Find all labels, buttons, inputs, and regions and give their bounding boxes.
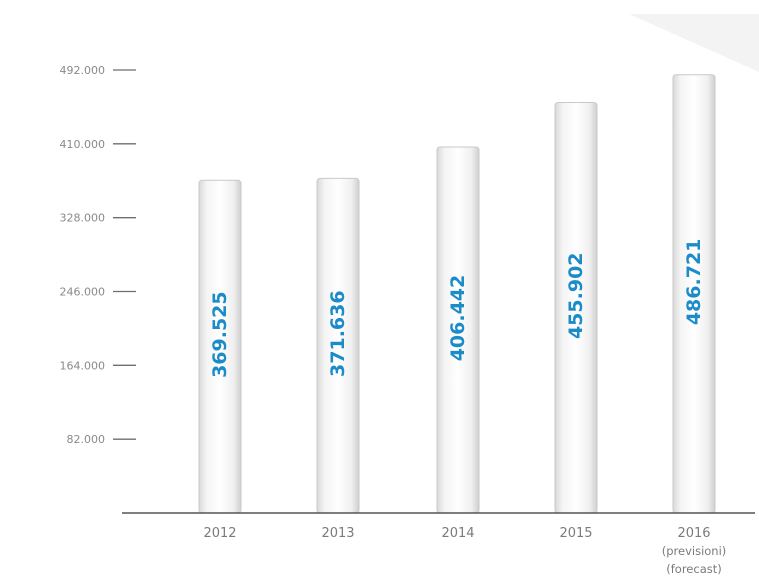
bars-group: 369.525 371.636 406.442 455.902 486.721 — [198, 74, 716, 514]
y-axis-ticks: 82.000 164.000 246.000 328.000 410.000 492.00… — [60, 64, 136, 446]
bar-value-label: 369.525 — [209, 291, 231, 378]
x-tick-label: 2015 — [559, 526, 592, 541]
x-tick-sublabel: (forecast) — [666, 562, 721, 576]
bar-value-label: 455.902 — [565, 252, 587, 339]
y-tick-label: 164.000 — [60, 359, 106, 372]
x-tick-label: 2016 — [677, 526, 710, 541]
x-tick-sublabel: (previsioni) — [662, 544, 727, 558]
bar-value-label: 371.636 — [327, 290, 349, 377]
x-axis-labels: 2012 2013 2014 2015 2016 (previsioni) (forecas… — [203, 526, 726, 576]
y-tick-label: 492.000 — [60, 64, 106, 77]
y-tick-label: 328.000 — [60, 212, 106, 225]
x-tick-label: 2013 — [321, 526, 354, 541]
y-tick-label: 410.000 — [60, 138, 106, 151]
x-tick-label: 2012 — [203, 526, 236, 541]
x-tick-label: 2014 — [441, 526, 474, 541]
y-tick-label: 82.000 — [67, 433, 106, 446]
bar-value-label: 406.442 — [447, 275, 469, 362]
y-tick-label: 246.000 — [60, 286, 106, 299]
corner-decoration — [629, 14, 759, 72]
bar-value-label: 486.721 — [683, 239, 705, 326]
